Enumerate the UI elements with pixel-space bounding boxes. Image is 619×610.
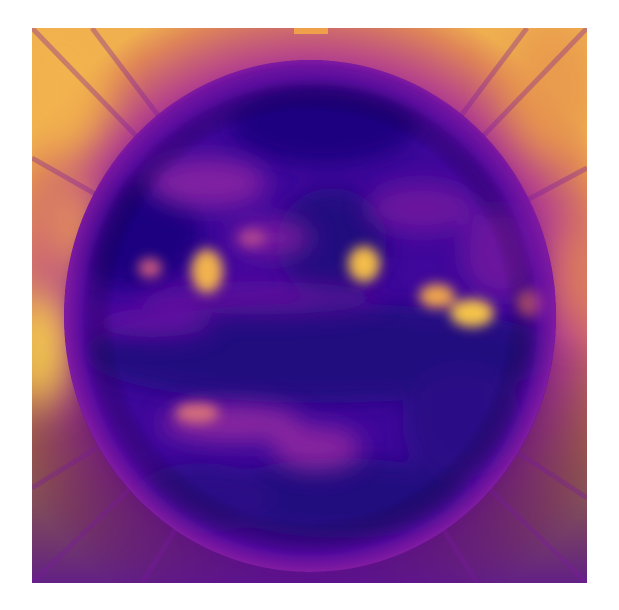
- top-edge-highlight: [294, 28, 328, 34]
- limb-brightening: [64, 60, 556, 572]
- solar-disk-image: [32, 28, 587, 583]
- solar-image-frame: [32, 28, 587, 583]
